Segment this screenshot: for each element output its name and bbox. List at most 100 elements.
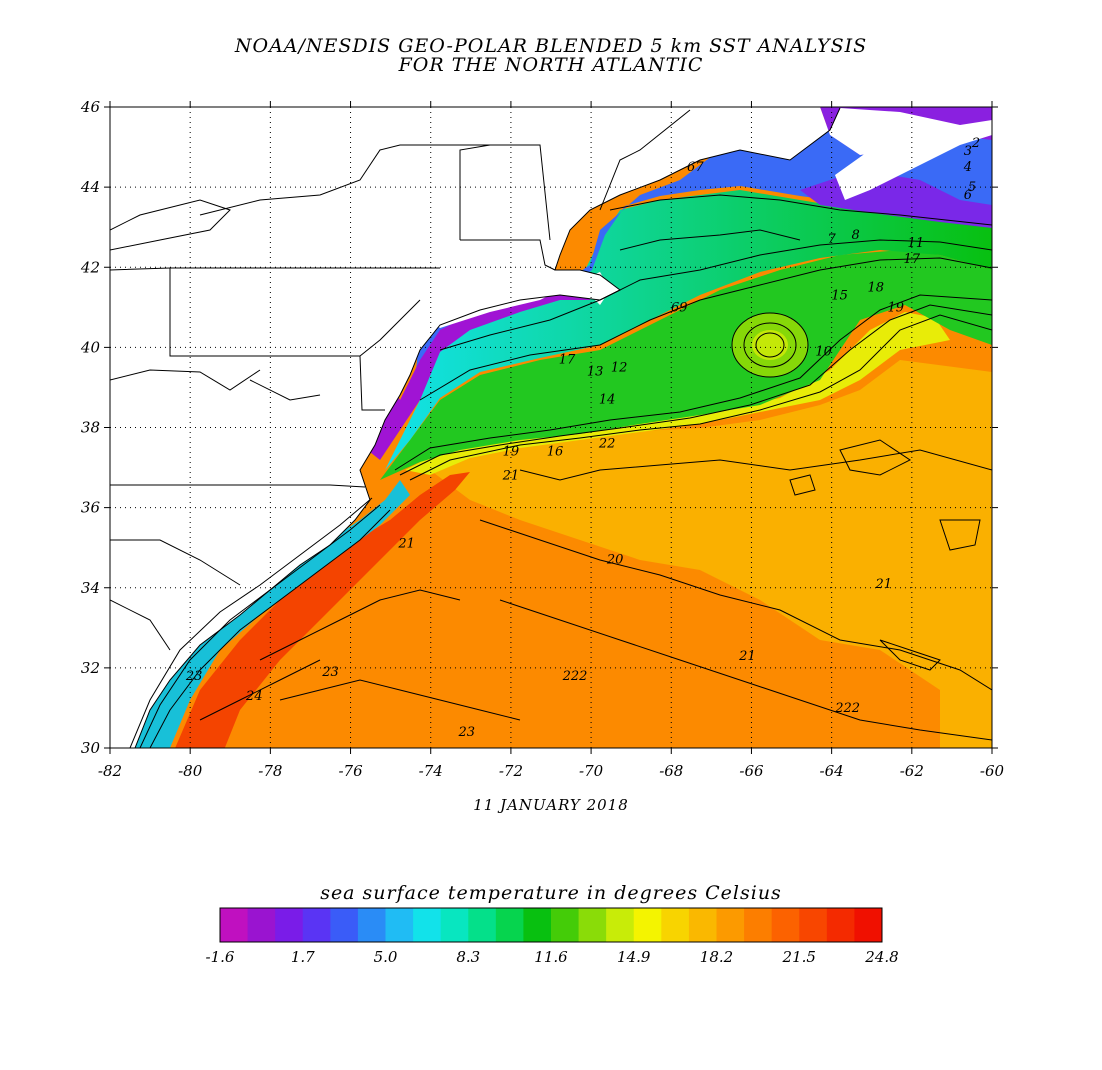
lon-tick-label: -72 <box>499 762 523 780</box>
lat-tick-label: 40 <box>80 338 101 356</box>
axis-ticks <box>104 101 998 754</box>
colorbar-title: sea surface temperature in degrees Celsi… <box>320 882 782 904</box>
contour-label: 15 <box>831 288 848 303</box>
land-cape-cod <box>580 272 610 305</box>
colorbar-swatch <box>744 908 773 942</box>
colorbar-tick-label: 24.8 <box>864 948 898 966</box>
colorbar-tick-label: 1.7 <box>291 948 315 966</box>
contour-label: 17 <box>559 352 576 367</box>
lat-tick-label: 36 <box>81 499 101 517</box>
sst-field <box>110 107 992 748</box>
contour-label: 24 <box>245 689 263 704</box>
colorbar-tick-label: 8.3 <box>456 948 480 966</box>
colorbar-swatch <box>275 908 304 942</box>
lon-tick-label: -82 <box>98 762 122 780</box>
contour-label: 20 <box>606 553 624 568</box>
colorbar-swatch <box>357 908 386 942</box>
ring-contours <box>731 312 809 378</box>
lon-tick-label: -76 <box>338 762 363 780</box>
colorbar-swatch <box>578 908 607 942</box>
lon-tick-label: -68 <box>659 762 683 780</box>
analysis-date: 11 JANUARY 2018 <box>473 796 629 814</box>
contour-label: 23 <box>321 665 339 680</box>
lon-tick-label: -60 <box>980 762 1005 780</box>
lon-tick-label: -64 <box>820 762 844 780</box>
contour-label: 16 <box>547 445 564 460</box>
contour-label: 5 <box>968 180 976 195</box>
colorbar-swatch <box>440 908 469 942</box>
land-north-america <box>110 107 960 748</box>
contour-label: 7 <box>827 232 836 247</box>
contour-label: 19 <box>888 300 905 315</box>
lat-tick-label: 30 <box>81 739 101 757</box>
contour-label: 22 <box>598 437 616 452</box>
colorbar-swatch <box>799 908 828 942</box>
sst-band-carolina <box>130 480 410 748</box>
colorbar-swatch <box>247 908 276 942</box>
contour-label: 12 <box>611 360 628 375</box>
colorbar-swatch <box>661 908 690 942</box>
colorbar-swatch <box>633 908 662 942</box>
lat-tick-label: 34 <box>81 579 100 597</box>
contour-label: 2 <box>971 136 980 151</box>
colorbar-swatch <box>385 908 414 942</box>
contour-label: 67 <box>687 160 704 175</box>
contour-lines <box>129 194 992 748</box>
colorbar-tick-label: 21.5 <box>782 948 816 966</box>
lat-tick-label: 32 <box>81 659 100 677</box>
sst-band-front <box>405 312 950 475</box>
colorbar-swatch <box>495 908 524 942</box>
colorbar-swatch <box>468 908 497 942</box>
colorbar-swatch <box>771 908 800 942</box>
lon-tick-label: -66 <box>739 762 764 780</box>
colorbar-tick-label: 14.9 <box>617 948 651 966</box>
colorbar-swatch <box>854 908 883 942</box>
contour-label: 21 <box>738 649 756 664</box>
colorbar-tick-label: 18.2 <box>700 948 733 966</box>
colorbar-swatches <box>220 908 883 942</box>
latitude-tick-labels: 30 32 34 36 38 40 42 44 46 <box>80 98 101 757</box>
contour-label: 6 <box>964 188 972 203</box>
colorbar-swatch <box>220 908 249 942</box>
contour-label: 23 <box>185 669 203 684</box>
contour-label: 13 <box>587 364 604 379</box>
coastline <box>134 107 841 748</box>
longitude-tick-labels: -82 -80 -78 -76 -74 -72 -70 -68 -66 -64 -62 -60 <box>98 762 1005 780</box>
lon-tick-label: -74 <box>419 762 443 780</box>
lon-tick-label: -78 <box>258 762 282 780</box>
colorbar-tick-labels: -1.6 1.7 5.0 8.3 11.6 14.9 18.2 21.5 24.8 <box>206 948 899 966</box>
land-nova-scotia <box>835 120 992 200</box>
colorbar-swatch <box>413 908 442 942</box>
colorbar-swatch <box>606 908 635 942</box>
lat-lon-grid <box>110 107 992 748</box>
contour-label: 23 <box>458 725 476 740</box>
contour-label: 14 <box>599 392 616 407</box>
lat-tick-label: 44 <box>80 178 100 196</box>
contour-label: 10 <box>815 344 832 359</box>
state-boundaries <box>110 109 691 651</box>
colorbar-frame <box>219 907 883 943</box>
contour-label: 21 <box>502 469 520 484</box>
contour-label: 17 <box>904 252 921 267</box>
sst-band-hot <box>175 472 470 748</box>
colorbar-tick-label: -1.6 <box>206 948 235 966</box>
colorbar-swatch <box>330 908 359 942</box>
colorbar-swatch <box>302 908 331 942</box>
lat-tick-label: 38 <box>81 419 100 437</box>
contour-label: 4 <box>963 160 972 175</box>
colorbar-swatch <box>826 908 855 942</box>
colorbar-swatch <box>523 908 552 942</box>
contour-label: 21 <box>397 537 415 552</box>
contour-label: 3 <box>964 144 972 159</box>
map-subtitle: FOR THE NORTH ATLANTIC <box>398 54 704 76</box>
warm-core-ring-center <box>752 330 788 360</box>
lon-tick-label: -70 <box>579 762 604 780</box>
lon-tick-label: -80 <box>178 762 203 780</box>
contour-label: 69 <box>671 300 688 315</box>
map-title: NOAA/NESDIS GEO-POLAR BLENDED 5 km SST A… <box>234 35 868 57</box>
contour-label: 8 <box>852 228 860 243</box>
colorbar-swatch <box>688 908 717 942</box>
contour-label: 19 <box>503 445 520 460</box>
contour-label: 222 <box>834 701 860 716</box>
